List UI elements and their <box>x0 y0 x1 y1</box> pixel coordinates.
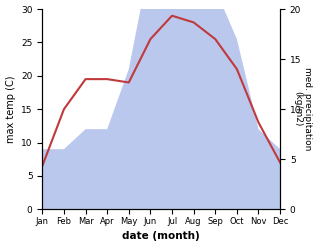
Y-axis label: max temp (C): max temp (C) <box>5 75 16 143</box>
Y-axis label: med. precipitation
(kg/m2): med. precipitation (kg/m2) <box>293 67 313 151</box>
X-axis label: date (month): date (month) <box>122 231 200 242</box>
